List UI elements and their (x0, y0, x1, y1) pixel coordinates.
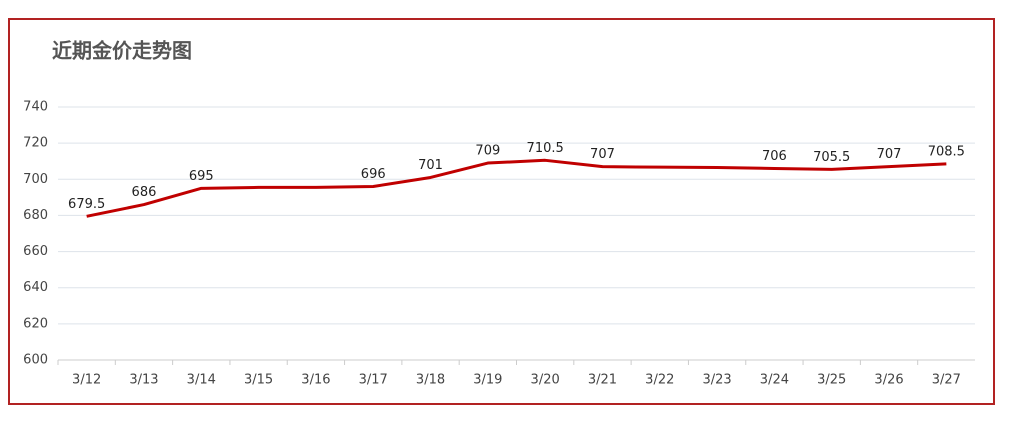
x-tick-label: 3/14 (187, 373, 216, 388)
data-label: 686 (132, 185, 157, 200)
data-label: 710.5 (527, 141, 564, 156)
data-label: 705.5 (813, 150, 850, 165)
data-label: 696 (361, 167, 386, 182)
x-tick-label: 3/18 (416, 373, 445, 388)
x-tick-label: 3/24 (760, 373, 789, 388)
x-tick-label: 3/19 (473, 373, 502, 388)
data-label: 709 (475, 144, 500, 159)
x-tick-label: 3/21 (588, 373, 617, 388)
x-tick-label: 3/27 (932, 373, 961, 388)
price-line (86, 158, 947, 218)
data-label: 701 (418, 158, 443, 173)
y-tick-label: 660 (23, 244, 48, 259)
y-tick-label: 740 (23, 100, 48, 115)
data-label: 707 (590, 147, 615, 162)
x-tick-label: 3/15 (244, 373, 273, 388)
data-label: 707 (877, 147, 902, 162)
chart-title: 近期金价走势图 (52, 39, 192, 63)
x-tick-label: 3/12 (72, 373, 101, 388)
y-tick-label: 600 (23, 353, 48, 368)
x-tick-label: 3/13 (129, 373, 158, 388)
y-tick-label: 700 (23, 172, 48, 187)
y-tick-label: 680 (23, 208, 48, 223)
y-tick-label: 620 (23, 316, 48, 331)
x-tick-label: 3/25 (817, 373, 846, 388)
x-tick-label: 3/22 (645, 373, 674, 388)
y-tick-label: 720 (23, 136, 48, 151)
x-tick-label: 3/26 (874, 373, 903, 388)
data-label: 708.5 (928, 144, 965, 159)
frame (8, 18, 995, 405)
data-label: 679.5 (68, 197, 105, 212)
x-tick-label: 3/20 (531, 373, 560, 388)
x-tick-label: 3/23 (702, 373, 731, 388)
x-tick-label: 3/16 (301, 373, 330, 388)
y-tick-label: 640 (23, 280, 48, 295)
x-tick-label: 3/17 (359, 373, 388, 388)
data-label: 695 (189, 169, 214, 184)
data-label: 706 (762, 149, 787, 164)
